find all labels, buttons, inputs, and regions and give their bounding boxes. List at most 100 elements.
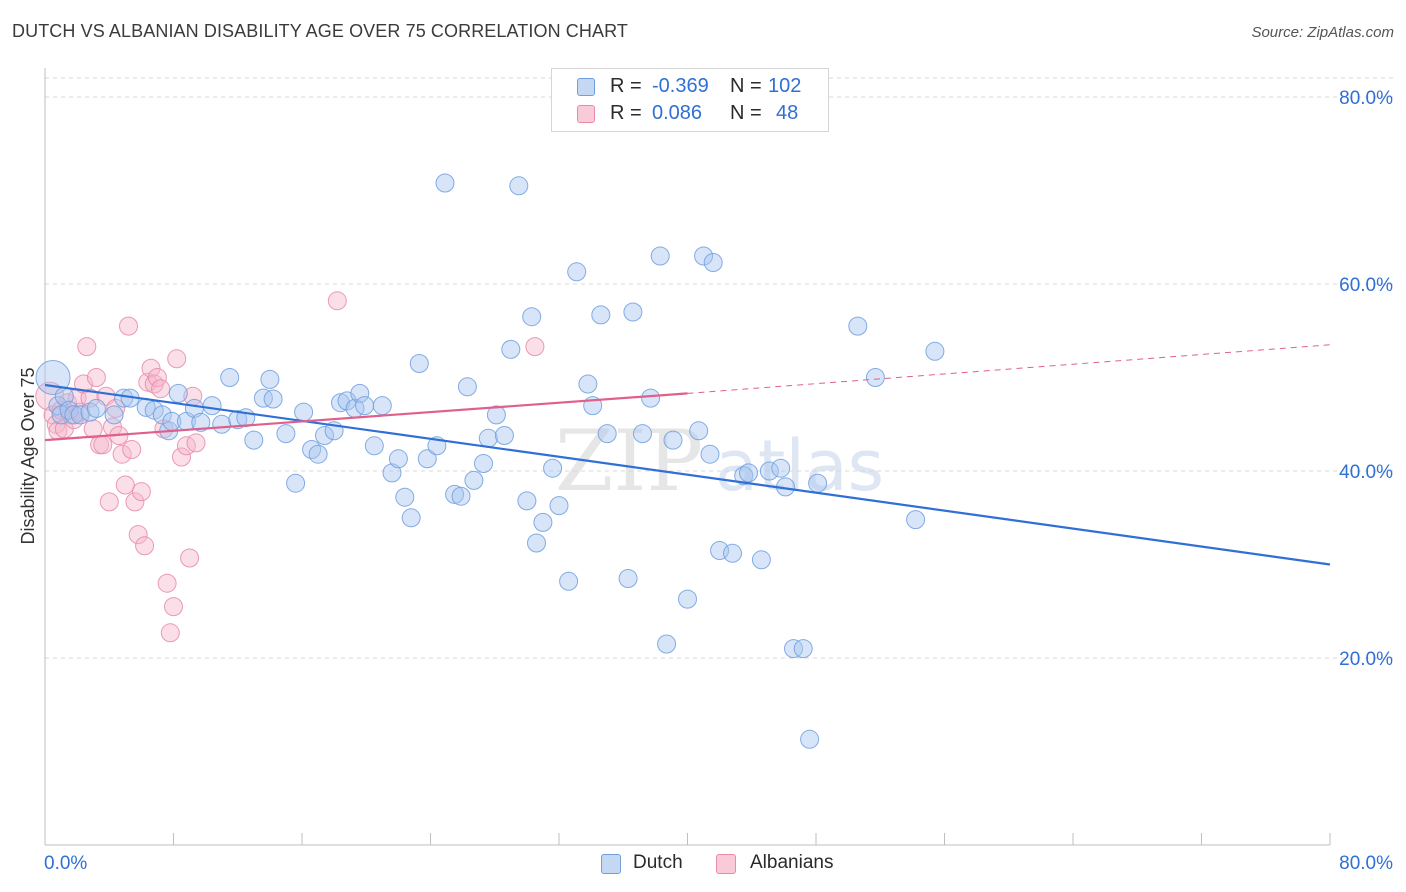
albanian-point xyxy=(86,368,106,387)
dutch-point xyxy=(464,470,484,490)
albanian-point xyxy=(180,548,200,568)
gridlines xyxy=(45,77,1393,659)
dutch-point xyxy=(723,543,742,563)
albanian-point xyxy=(135,536,155,556)
dutch-point xyxy=(578,374,598,394)
n-label: N = xyxy=(730,75,762,97)
dutch-point xyxy=(263,389,283,409)
x-tick-label-min: 0.0% xyxy=(44,853,87,874)
dutch-point xyxy=(35,360,71,395)
dutch-legend-label: Dutch xyxy=(633,852,683,873)
dutch-point xyxy=(633,424,652,444)
dutch-point xyxy=(567,262,587,282)
dutch-point xyxy=(80,402,100,422)
dutch-point xyxy=(522,307,542,327)
albanian-point xyxy=(164,597,183,617)
albanian-point xyxy=(128,525,148,545)
dutch-point xyxy=(168,383,188,403)
dutch-point xyxy=(228,410,248,430)
dutch-legend-swatch xyxy=(601,854,621,874)
stats-legend: R = -0.369 N = 102 R = 0.086 N = 48 xyxy=(551,68,829,132)
albanian-point xyxy=(122,440,142,459)
dutch-point xyxy=(906,510,926,530)
dutch-point xyxy=(597,424,617,444)
dutch-point xyxy=(678,589,697,609)
dutch-point xyxy=(808,473,828,493)
watermark-atlas: atlas xyxy=(715,425,884,507)
dutch-point xyxy=(64,405,84,425)
dutch-point xyxy=(104,405,124,425)
albanian-point xyxy=(167,349,187,369)
dutch-point xyxy=(793,639,813,659)
dutch-point xyxy=(657,634,677,654)
dutch-point xyxy=(527,533,546,553)
albanian-point xyxy=(112,444,132,464)
albanian-trend-line xyxy=(44,392,688,442)
dutch-point xyxy=(618,569,638,588)
albanian-point xyxy=(151,379,171,399)
dutch-point xyxy=(395,487,415,507)
albanian-point xyxy=(115,475,135,495)
y-tick-label: 60.0% xyxy=(1339,275,1393,296)
dutch-point xyxy=(253,388,273,408)
albanian-point xyxy=(141,358,161,378)
dutch-point xyxy=(694,246,714,266)
dutch-point xyxy=(382,463,402,483)
dutch-point xyxy=(501,339,521,359)
axes xyxy=(44,68,1331,846)
y-tick-label: 80.0% xyxy=(1339,88,1393,109)
dutch-point xyxy=(244,430,264,450)
y-axis-label: Disability Age Over 75 xyxy=(18,367,38,544)
dutch-point xyxy=(509,176,529,196)
dutch-point xyxy=(212,414,232,434)
dutch-point xyxy=(739,463,758,483)
dutch-point xyxy=(315,426,334,445)
dutch-point xyxy=(759,461,779,481)
dutch-point xyxy=(494,426,514,445)
albanian-point xyxy=(119,316,138,336)
watermark-zip: ZIP xyxy=(555,412,703,510)
dutch-point xyxy=(388,449,408,469)
dutch-point xyxy=(559,571,579,591)
dutch-point xyxy=(364,436,384,456)
trend-lines xyxy=(44,344,1331,566)
albanian-point xyxy=(147,368,167,387)
dutch-point xyxy=(591,305,611,325)
dutch-point xyxy=(543,458,563,478)
n-label: N = xyxy=(730,102,762,124)
albanian-point xyxy=(160,623,180,643)
dutch-point xyxy=(220,368,240,387)
dutch-point xyxy=(355,396,375,416)
albanian-legend-swatch xyxy=(716,854,736,874)
albanian-point xyxy=(77,337,97,357)
axis-labels: 20.0% 40.0% 60.0% 80.0% 0.0% 80.0% Disability … xyxy=(18,88,1393,874)
albanian-point xyxy=(93,435,113,455)
dutch-trend-line xyxy=(44,383,1331,566)
dutch-point xyxy=(409,354,429,373)
dutch-point xyxy=(451,486,471,506)
dutch-point xyxy=(925,341,945,361)
albanian-point xyxy=(106,398,126,418)
r-label: R = xyxy=(610,102,642,124)
dutch-points xyxy=(35,173,945,749)
dutch-point xyxy=(260,369,280,389)
dutch-r-value: -0.369 xyxy=(652,75,709,97)
dutch-point xyxy=(848,316,868,336)
albanian-points xyxy=(35,291,545,643)
dutch-point xyxy=(457,377,477,397)
dutch-point xyxy=(478,428,498,448)
albanian-point xyxy=(157,573,177,593)
dutch-point xyxy=(533,512,553,532)
dutch-point xyxy=(276,424,296,444)
r-label: R = xyxy=(610,75,642,97)
dutch-n-value: 102 xyxy=(768,75,802,97)
x-tick-label-max: 80.0% xyxy=(1339,853,1393,874)
dutch-point xyxy=(331,393,350,413)
dutch-point xyxy=(417,449,437,469)
watermark: ZIP atlas xyxy=(555,412,884,510)
dutch-point xyxy=(372,396,392,416)
dutch-point xyxy=(308,444,328,464)
y-tick-label: 40.0% xyxy=(1339,462,1393,483)
albanian-r-value: 0.086 xyxy=(652,102,703,124)
dutch-point xyxy=(517,491,537,511)
